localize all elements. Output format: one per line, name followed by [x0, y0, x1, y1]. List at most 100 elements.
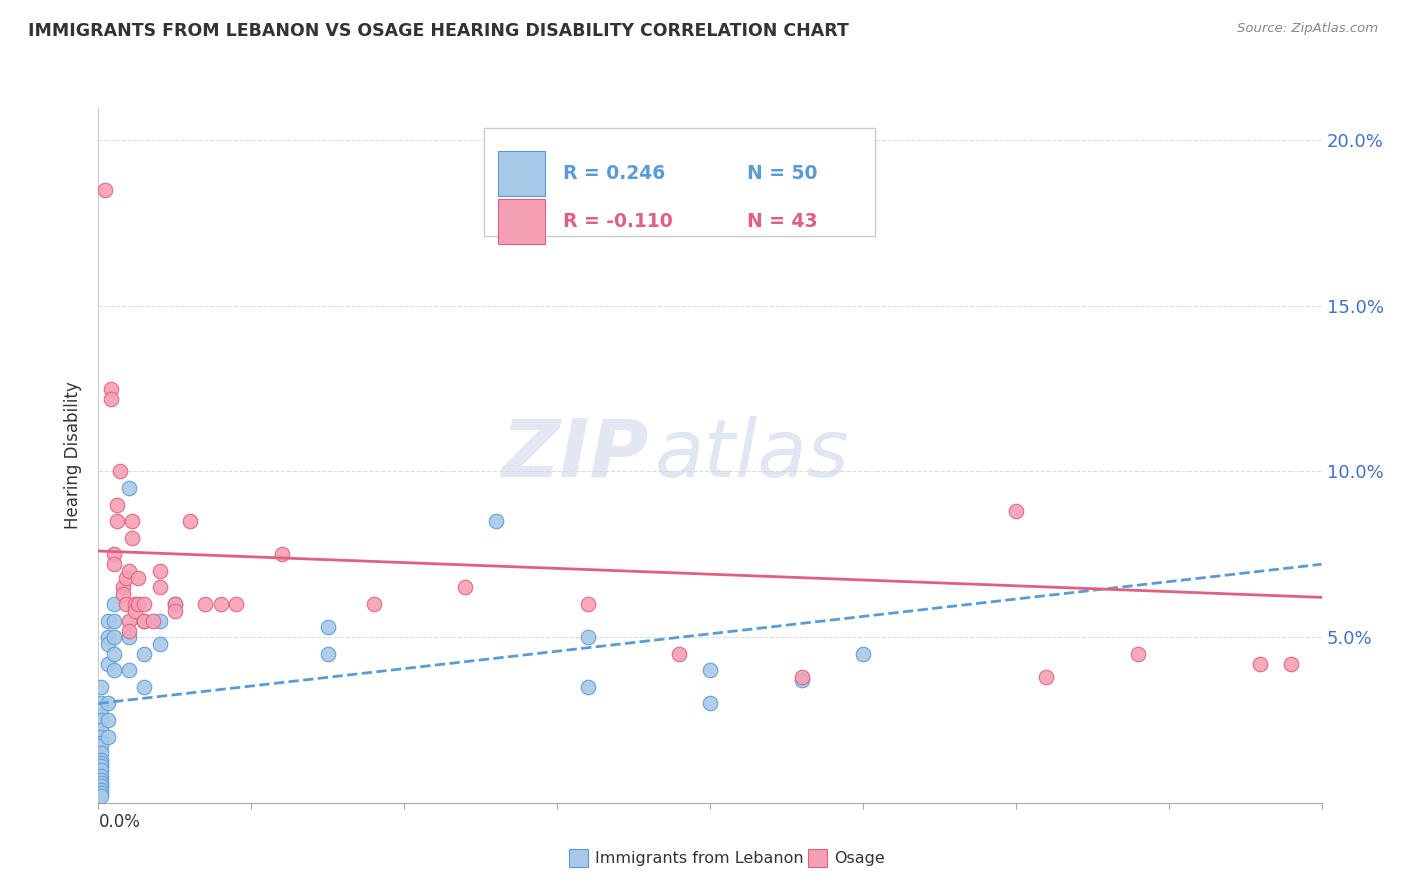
Point	[105, 498, 128, 512]
Point	[163, 597, 186, 611]
Point	[699, 663, 721, 677]
Point	[134, 680, 156, 694]
Point	[90, 697, 112, 711]
Point	[97, 697, 120, 711]
Point	[103, 647, 125, 661]
Point	[103, 558, 125, 572]
Text: 0.0%: 0.0%	[98, 814, 141, 831]
Point	[103, 547, 125, 561]
Point	[97, 630, 120, 644]
Point	[90, 782, 112, 797]
Point	[90, 739, 112, 754]
FancyBboxPatch shape	[484, 128, 875, 235]
Point	[163, 597, 186, 611]
Point	[363, 597, 385, 611]
Point	[134, 647, 156, 661]
Point	[316, 647, 339, 661]
Point	[576, 680, 599, 694]
Point	[134, 614, 156, 628]
Bar	[498, 199, 546, 244]
Point	[90, 776, 112, 790]
Point	[118, 614, 141, 628]
Point	[97, 637, 120, 651]
Point	[90, 723, 112, 737]
Point	[90, 730, 112, 744]
Point	[134, 614, 156, 628]
Point	[149, 564, 172, 578]
Point	[852, 647, 875, 661]
Point	[316, 620, 339, 634]
Point	[90, 713, 112, 727]
Point	[97, 657, 120, 671]
Point	[225, 597, 247, 611]
Text: IMMIGRANTS FROM LEBANON VS OSAGE HEARING DISABILITY CORRELATION CHART: IMMIGRANTS FROM LEBANON VS OSAGE HEARING…	[28, 22, 849, 40]
Point	[124, 604, 146, 618]
Point	[111, 587, 134, 601]
Text: atlas: atlas	[655, 416, 849, 494]
Point	[90, 769, 112, 783]
Point	[90, 736, 112, 750]
Point	[149, 614, 172, 628]
Point	[118, 564, 141, 578]
Point	[115, 597, 138, 611]
Point	[163, 604, 186, 618]
Text: Osage: Osage	[834, 851, 884, 865]
Point	[790, 673, 813, 688]
Point	[108, 465, 131, 479]
Y-axis label: Hearing Disability: Hearing Disability	[65, 381, 83, 529]
Point	[790, 670, 813, 684]
Text: Source: ZipAtlas.com: Source: ZipAtlas.com	[1237, 22, 1378, 36]
Point	[270, 547, 292, 561]
Point	[103, 597, 125, 611]
Point	[1279, 657, 1302, 671]
Point	[124, 597, 146, 611]
Point	[179, 514, 201, 528]
Point	[90, 786, 112, 800]
Point	[115, 570, 138, 584]
Point	[1035, 670, 1057, 684]
Point	[121, 514, 143, 528]
Text: R = 0.246: R = 0.246	[564, 164, 665, 183]
Point	[105, 514, 128, 528]
Point	[149, 581, 172, 595]
Point	[90, 680, 112, 694]
Point	[90, 746, 112, 760]
Point	[127, 570, 149, 584]
Point	[103, 630, 125, 644]
Point	[209, 597, 232, 611]
Point	[100, 392, 122, 406]
Point	[90, 759, 112, 773]
Point	[118, 630, 141, 644]
Point	[699, 697, 721, 711]
Point	[127, 597, 149, 611]
Point	[149, 637, 172, 651]
Point	[90, 763, 112, 777]
Point	[90, 779, 112, 793]
Point	[1249, 657, 1271, 671]
Text: N = 50: N = 50	[747, 164, 817, 183]
Point	[118, 663, 141, 677]
Point	[100, 382, 122, 396]
Text: ZIP: ZIP	[502, 416, 650, 494]
Point	[454, 581, 477, 595]
Point	[90, 772, 112, 787]
Point	[576, 630, 599, 644]
Point	[111, 581, 134, 595]
Point	[90, 703, 112, 717]
Point	[118, 481, 141, 495]
Point	[142, 614, 165, 628]
Point	[1128, 647, 1150, 661]
Point	[1004, 504, 1026, 518]
Point	[121, 531, 143, 545]
Point	[97, 614, 120, 628]
Text: R = -0.110: R = -0.110	[564, 212, 673, 231]
Bar	[498, 151, 546, 196]
Point	[485, 514, 508, 528]
Point	[118, 624, 141, 638]
Point	[90, 753, 112, 767]
Point	[97, 730, 120, 744]
Point	[93, 183, 115, 197]
Point	[90, 756, 112, 770]
Point	[194, 597, 217, 611]
Point	[90, 789, 112, 804]
